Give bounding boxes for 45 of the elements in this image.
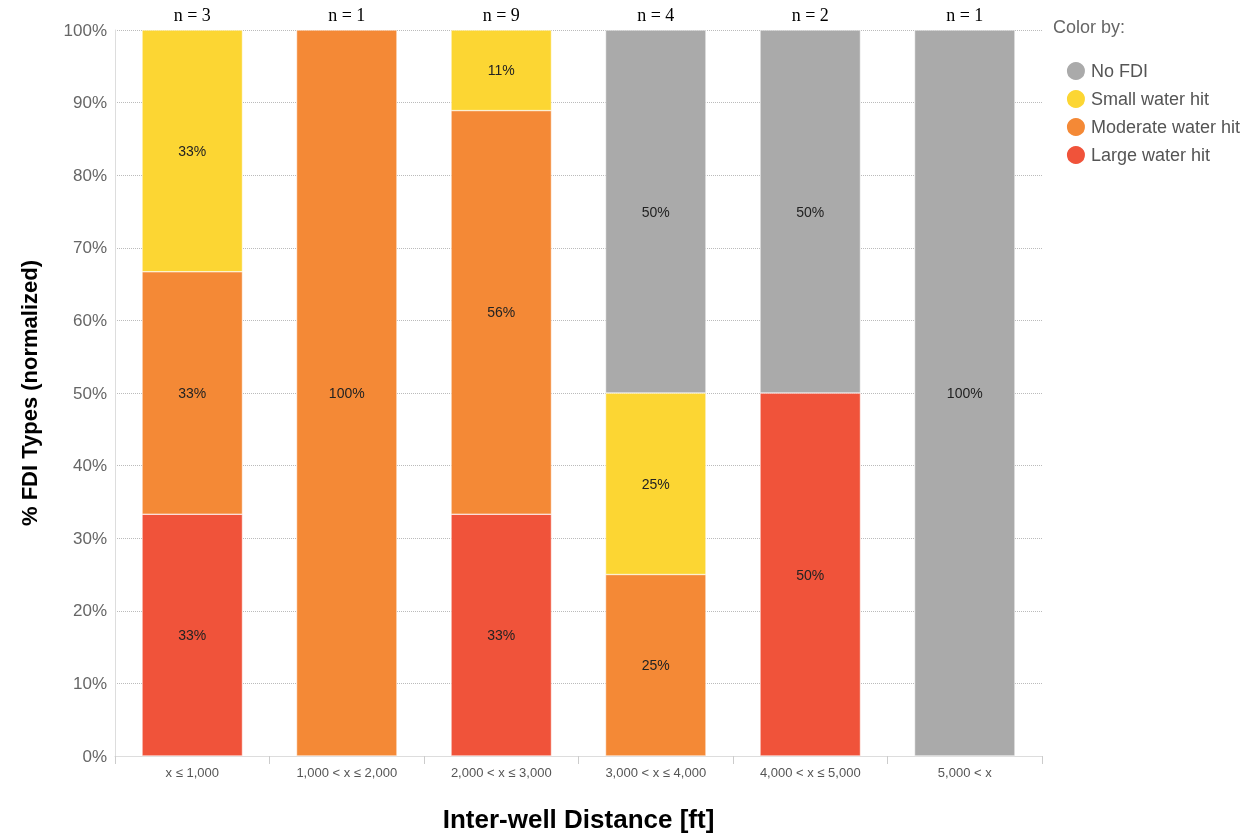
data-label: 25%	[641, 475, 670, 492]
legend-label: Moderate water hit	[1090, 117, 1241, 137]
data-label: 11%	[487, 62, 515, 79]
data-label: 100%	[946, 385, 983, 401]
y-tick-label: 70%	[72, 238, 107, 258]
data-label: 56%	[487, 304, 516, 321]
data-label: 50%	[796, 566, 825, 583]
x-tick-label: 1,000 < x ≤ 2,000	[296, 765, 398, 780]
x-tick-label: x ≤ 1,000	[165, 765, 219, 780]
y-tick-label: 80%	[72, 165, 107, 185]
legend-label: Large water hit	[1090, 145, 1211, 165]
data-label: 50%	[796, 203, 825, 220]
y-tick-label: 0%	[82, 746, 107, 766]
data-label: 33%	[487, 627, 516, 644]
y-tick-label: 60%	[72, 310, 107, 330]
y-tick-label: 20%	[72, 601, 107, 621]
annotation: n = 2	[791, 5, 829, 25]
annotation: n = 3	[173, 5, 211, 25]
annotation: n = 9	[482, 5, 520, 25]
x-tick-label: 4,000 < x ≤ 5,000	[759, 765, 861, 780]
data-label: 50%	[641, 203, 670, 220]
annotation: n = 1	[328, 5, 366, 25]
y-tick-label: 50%	[72, 383, 107, 403]
x-tick-label: 3,000 < x ≤ 4,000	[605, 765, 707, 780]
x-tick-label: 2,000 < x ≤ 3,000	[450, 765, 552, 780]
data-label: 33%	[178, 627, 207, 644]
annotation: n = 1	[946, 5, 984, 25]
x-axis-title: Inter-well Distance [ft]	[442, 804, 715, 834]
y-tick-label: 90%	[72, 93, 107, 113]
legend-label: Small water hit	[1090, 89, 1209, 109]
y-tick-label: 40%	[72, 456, 107, 476]
x-tick-label: 5,000 < x	[937, 765, 993, 780]
data-label: 33%	[178, 385, 207, 401]
bar	[914, 30, 1015, 756]
data-label: 33%	[178, 142, 207, 159]
data-label: 25%	[641, 657, 670, 674]
legend-title: Color by:	[1052, 17, 1125, 37]
y-tick-label: 30%	[72, 528, 107, 548]
y-tick-label: 100%	[63, 20, 107, 40]
bar	[296, 30, 397, 756]
annotation: n = 4	[637, 5, 675, 25]
data-label: 100%	[328, 385, 365, 401]
legend-label: No FDI	[1090, 61, 1148, 81]
y-tick-label: 10%	[72, 673, 107, 693]
y-axis-title: % FDI Types (normalized)	[16, 259, 42, 527]
